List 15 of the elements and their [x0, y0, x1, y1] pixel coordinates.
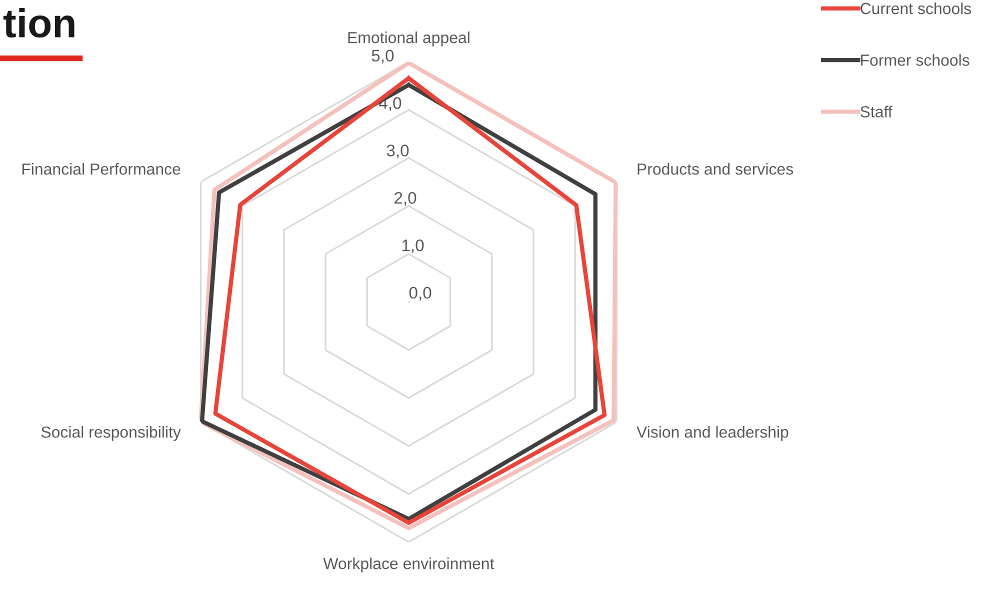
spoke-label: Vision and leadership [636, 426, 788, 441]
y-tick-label: 3,0 [386, 144, 409, 158]
y-tick-label: 5,0 [372, 50, 394, 64]
spoke-label: Workplace enviroinment [323, 558, 494, 572]
spoke-label: Products and services [638, 163, 794, 175]
chart-title: tion [3, 8, 74, 38]
legend-label: Staff [860, 106, 892, 118]
spoke-label: Financial Performance [22, 163, 180, 175]
y-tick-label: 2,0 [394, 192, 416, 206]
legend-label: Former schools [861, 54, 970, 66]
legend-label: Current schools [860, 2, 972, 14]
spoke-label: Emotional appeal [348, 32, 470, 46]
y-tick-label: 0,0 [409, 286, 432, 301]
spoke-label: Social responsibility [41, 426, 181, 441]
y-tick-label: 1,0 [402, 239, 424, 254]
